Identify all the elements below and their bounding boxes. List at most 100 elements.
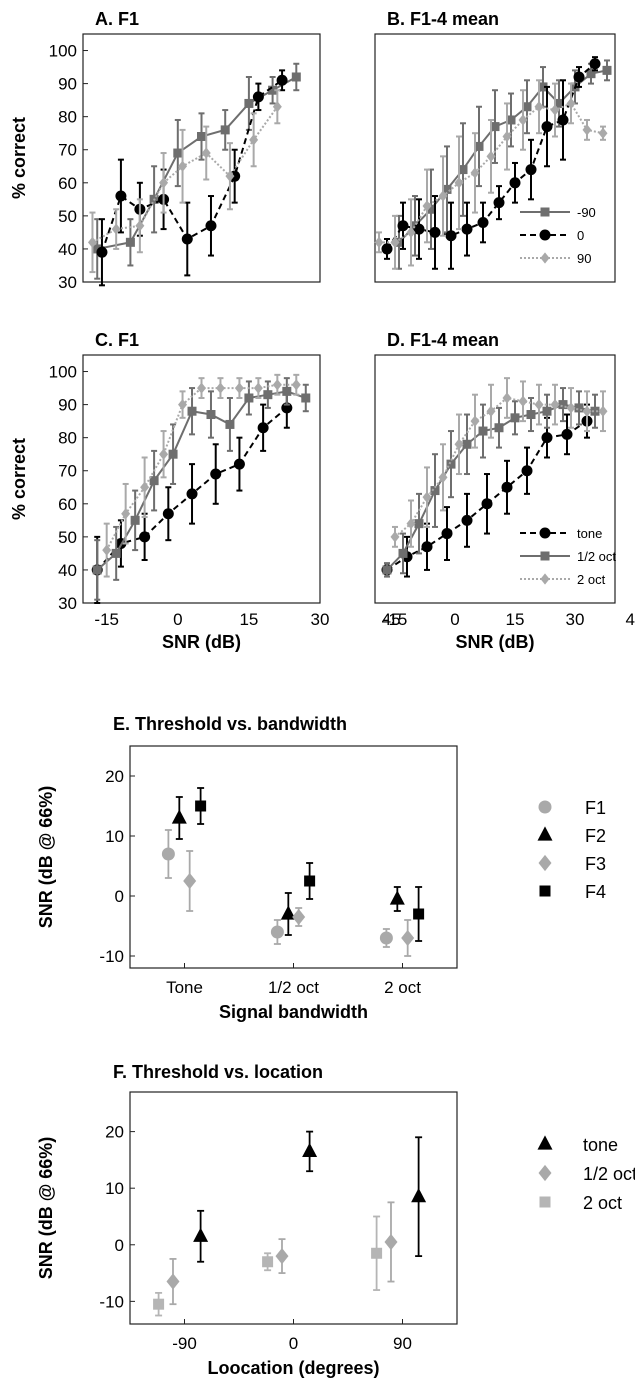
data-point: [589, 58, 601, 70]
legend-marker: [538, 854, 552, 872]
series-2oct: [153, 1215, 383, 1317]
series-F3: [183, 850, 415, 957]
panel-B: B. F1-4 mean -90 0 90: [374, 9, 616, 283]
y-tick-label: 50: [58, 207, 77, 226]
data-point: [446, 459, 456, 469]
plot-frame: [82, 33, 321, 283]
y-tick-label: 80: [58, 108, 77, 127]
data-point: [140, 481, 150, 493]
data-point: [96, 246, 108, 258]
data-point: [454, 177, 464, 189]
x-tick-label: 0: [173, 610, 182, 629]
x-tick-label: -15: [383, 610, 408, 629]
data-point: [272, 379, 282, 391]
series-0-A: [96, 69, 288, 287]
panel-D: D. F1-4 mean -15 0 15 30 45 SNR (dB) tone 1/2 oc…: [374, 330, 635, 652]
legend-marker: [539, 1196, 551, 1208]
series-12oct: [166, 1201, 398, 1306]
data-point: [381, 243, 393, 255]
data-point: [272, 101, 282, 113]
data-point: [541, 121, 553, 133]
data-point: [550, 104, 560, 116]
legend: -90 0 90: [520, 205, 596, 266]
data-point: [486, 150, 496, 162]
data-point: [550, 398, 560, 411]
data-point: [518, 114, 528, 126]
panel-E: E. Threshold vs. bandwidth -10 0 10 20 SNR (d…: [36, 714, 606, 1022]
x-axis-label: SNR (dB): [162, 632, 241, 652]
x-tick-label: 45: [382, 610, 401, 629]
data-point: [111, 223, 121, 235]
data-point: [554, 98, 564, 108]
y-tick-label: 70: [58, 462, 77, 481]
data-point: [292, 908, 306, 926]
data-point: [474, 141, 484, 151]
data-point: [438, 471, 448, 483]
x-tick-label: Tone: [166, 978, 203, 997]
panel-title: C. F1: [95, 330, 139, 350]
data-point: [566, 97, 576, 110]
y-axis-label: % correct: [9, 117, 29, 199]
y-tick-label: 40: [58, 561, 77, 580]
legend: tone 1/2 oct 2 oct: [520, 526, 616, 587]
y-tick-label: 90: [58, 75, 77, 94]
data-point: [206, 410, 216, 420]
data-point: [139, 531, 151, 543]
y-axis-label: SNR (dB @ 66%): [36, 786, 56, 929]
legend-label: F4: [585, 882, 606, 902]
legend-label: 0: [577, 228, 584, 243]
data-point: [534, 398, 544, 411]
y-tick-label: 90: [58, 396, 77, 415]
data-point: [398, 548, 408, 558]
data-point: [494, 423, 504, 433]
legend-marker: [540, 551, 550, 561]
data-point: [225, 170, 235, 182]
data-point: [220, 125, 230, 135]
data-point: [121, 508, 131, 520]
data-point: [481, 498, 493, 510]
legend-label: 2 oct: [583, 1193, 622, 1213]
legend-marker: [537, 826, 553, 841]
data-point: [602, 65, 612, 75]
y-tick-label: 20: [105, 1123, 124, 1142]
data-point: [477, 216, 489, 228]
data-point: [234, 382, 244, 394]
data-point: [302, 1142, 318, 1158]
panel-title: E. Threshold vs. bandwidth: [113, 714, 347, 734]
panel-title: B. F1-4 mean: [387, 9, 499, 29]
data-point: [438, 190, 448, 202]
data-point: [557, 114, 569, 126]
data-point: [92, 244, 102, 254]
y-tick-label: -10: [99, 947, 124, 966]
data-point: [502, 392, 512, 404]
plot-frame: [129, 1091, 458, 1325]
data-point: [178, 160, 188, 172]
data-point: [411, 1188, 427, 1203]
data-point: [445, 230, 457, 242]
legend-label: 1/2 oct: [583, 1164, 635, 1184]
panel-A: A. F1 30 40 50 60 70 80 90 100 % correct: [9, 9, 321, 292]
data-point: [275, 1247, 289, 1265]
data-point: [210, 468, 222, 480]
data-point: [509, 177, 521, 189]
data-point: [371, 1247, 383, 1259]
data-point: [161, 847, 175, 861]
y-tick-label: 10: [105, 1179, 124, 1198]
data-point: [249, 134, 259, 146]
series-F2: [171, 796, 405, 936]
data-point: [429, 226, 441, 238]
legend-label: -90: [577, 205, 596, 220]
legend-marker: [539, 885, 551, 897]
data-point: [574, 403, 584, 413]
data-point: [178, 398, 188, 411]
panel-F: F. Threshold vs. location -10 0 10 20 SNR (dB…: [36, 1062, 635, 1378]
data-point: [181, 233, 193, 245]
y-tick-label: 20: [105, 767, 124, 786]
data-point: [470, 415, 480, 427]
data-point: [582, 405, 592, 417]
data-point: [390, 236, 400, 248]
x-tick-label: 15: [239, 610, 258, 629]
plot-frame: [82, 354, 321, 604]
y-tick-label: 30: [58, 594, 77, 613]
data-point: [166, 1273, 180, 1290]
